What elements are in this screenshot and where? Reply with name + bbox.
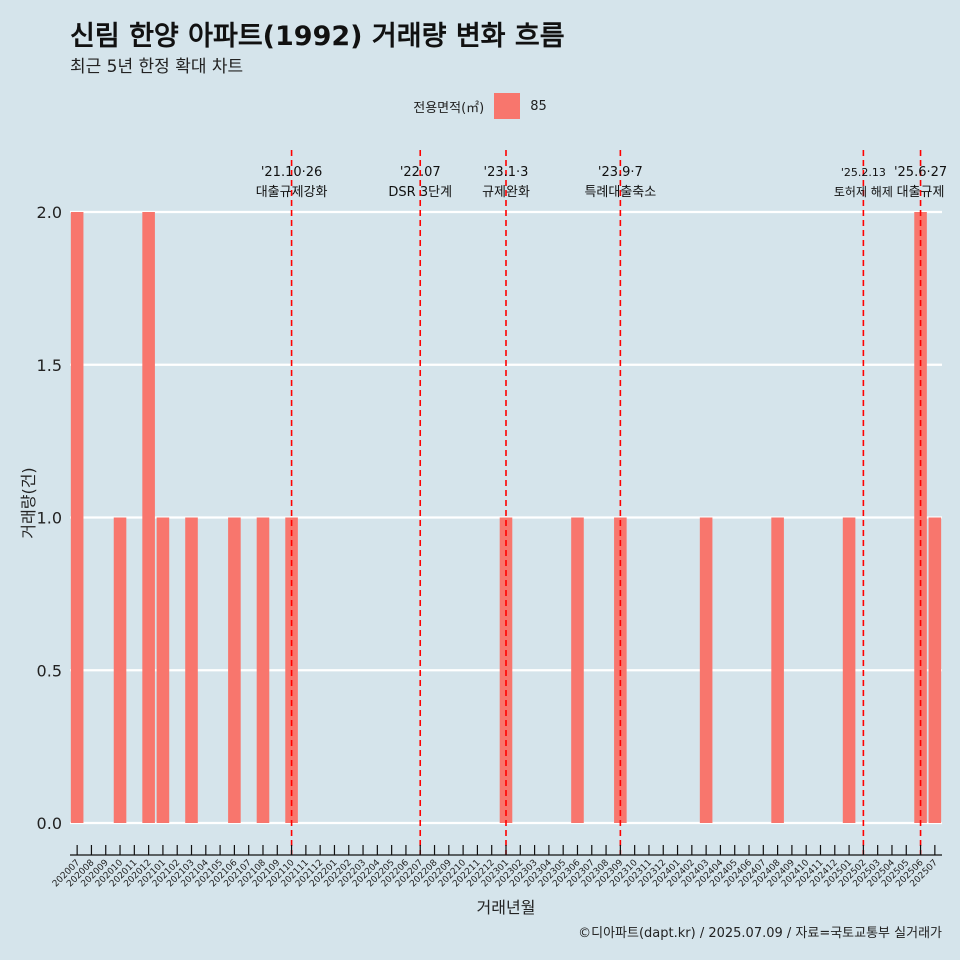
chart-title: 신림 한양 아파트(1992) 거래량 변화 흐름 [70, 21, 565, 52]
y-axis: 0.0 0.5 1.0 1.5 2.0 [37, 203, 62, 833]
bar-202506 [914, 212, 927, 823]
legend-swatch [494, 93, 521, 119]
y-tick-label: 2.0 [37, 203, 62, 222]
event-label: 특례대출축소 [584, 185, 656, 200]
event-label: 토허제 해제 [834, 185, 893, 199]
event-label: 규제완화 [482, 185, 530, 200]
bar-202101 [156, 517, 170, 823]
bar-202408 [771, 517, 784, 823]
bar-202106 [228, 517, 241, 823]
bar-202403 [699, 517, 713, 823]
bar-202012 [142, 212, 155, 823]
legend-item-label: 85 [530, 98, 547, 114]
event-date: '22.07 [400, 165, 441, 180]
bar-202007 [70, 212, 84, 823]
event-date: '25.2.13 [841, 166, 886, 179]
bar-202103 [185, 517, 198, 823]
legend-title: 전용면적(㎡) [413, 100, 485, 116]
bar-202108 [256, 517, 270, 823]
y-tick-label: 0.0 [37, 814, 62, 833]
event-lines: '21.10·26 대출규제강화 '22.07 DSR 3단계 '23.1·3 규제완화 '… [256, 150, 947, 855]
bar-202507 [928, 517, 942, 823]
event-label: 대출규제 [897, 185, 945, 200]
y-tick-label: 1.5 [37, 356, 62, 375]
bar-202010 [113, 517, 127, 823]
bars [70, 212, 942, 823]
bar-202501 [842, 517, 856, 823]
event-date: '23.9·7 [598, 165, 643, 180]
y-tick-label: 0.5 [37, 661, 62, 680]
legend: 전용면적(㎡) 85 [0, 93, 960, 119]
event-label: DSR 3단계 [388, 185, 452, 200]
event-date: '25.6·27 [894, 165, 947, 180]
y-axis-label: 거래량(건) [19, 467, 38, 538]
bar-202306 [571, 517, 584, 823]
x-axis-label: 거래년월 [477, 898, 536, 917]
x-axis: 2020072020082020092020102020112020122021… [51, 845, 942, 889]
event-date: '21.10·26 [261, 165, 322, 180]
y-tick-label: 1.0 [37, 509, 62, 528]
event-label: 대출규제강화 [256, 185, 328, 200]
event-date: '23.1·3 [484, 165, 529, 180]
chart-subtitle: 최근 5년 한정 확대 차트 [70, 57, 244, 77]
caption: ©디아파트(dapt.kr) / 2025.07.09 / 자료=국토교통부 실… [578, 926, 942, 941]
